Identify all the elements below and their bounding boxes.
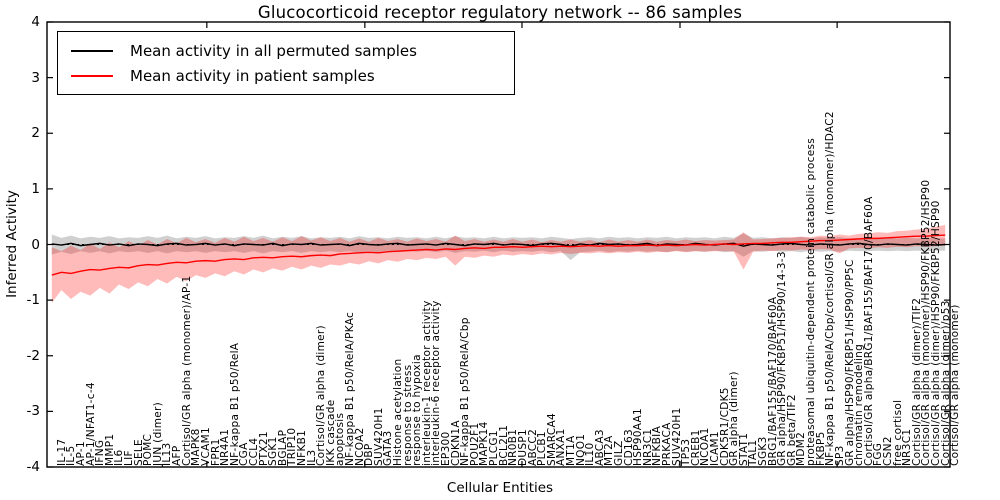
patient-line-swatch [71, 74, 113, 77]
legend-entry-patient: Mean activity in patient samples [71, 67, 514, 85]
y-tick-label: 2 [31, 125, 40, 142]
x-axis-label: Cellular Entities [446, 480, 554, 496]
y-tick-label: 0 [31, 236, 40, 253]
permuted-mean-line [51, 242, 946, 247]
y-tick-label: 4 [31, 14, 40, 30]
legend-label-permuted: Mean activity in all permuted samples [130, 41, 417, 60]
y-tick-label: -2 [26, 347, 40, 364]
permuted-line-swatch [71, 49, 113, 52]
chart-title: Glucocorticoid receptor regulatory netwo… [257, 3, 743, 22]
patient-mean-line [51, 234, 946, 276]
legend-entry-permuted: Mean activity in all permuted samples [71, 42, 514, 60]
y-tick-label: -3 [26, 403, 40, 420]
y-tick-label: 1 [31, 180, 40, 197]
y-tick-label: -1 [26, 292, 40, 309]
y-tick-label: -4 [26, 459, 40, 475]
y-tick-label: 3 [31, 69, 40, 86]
legend-label-patient: Mean activity in patient samples [130, 66, 375, 85]
patient-band [51, 225, 946, 303]
legend: Mean activity in all permuted samples Me… [57, 31, 515, 95]
